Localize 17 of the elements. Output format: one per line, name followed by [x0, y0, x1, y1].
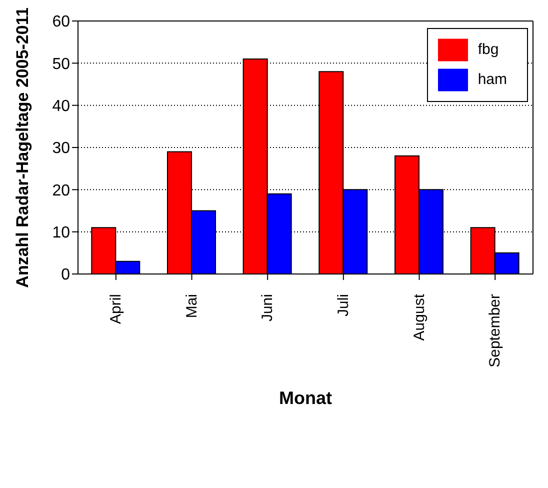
x-tick-label: September [486, 294, 504, 368]
x-tick-label: Mai [183, 294, 200, 318]
y-tick-label: 50 [52, 56, 70, 73]
y-tick-label: 60 [52, 14, 70, 31]
x-tick-label: Juni [259, 294, 276, 322]
y-tick-label: 10 [52, 224, 70, 242]
x-tick-label: August [410, 293, 428, 341]
legend-label: ham [478, 70, 507, 88]
y-tick-label: 20 [52, 182, 70, 200]
x-tick-label: April [107, 294, 124, 324]
x-tick-label: Juli [334, 294, 352, 317]
x-axis-title: Monat [279, 388, 332, 408]
y-axis-title: Anzahl Radar-Hageltage 2005-2011 [13, 7, 32, 288]
legend-label: fbg [478, 40, 499, 58]
y-tick-label: 40 [52, 98, 70, 116]
y-tick-label: 0 [61, 266, 70, 284]
y-tick-label: 30 [52, 140, 70, 158]
